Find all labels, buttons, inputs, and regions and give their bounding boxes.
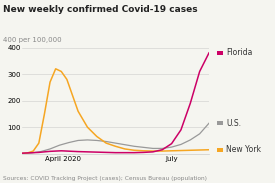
Text: 400 per 100,000: 400 per 100,000 xyxy=(3,37,61,43)
Text: U.S.: U.S. xyxy=(226,119,241,128)
Text: Sources: COVID Tracking Project (cases); Census Bureau (population): Sources: COVID Tracking Project (cases);… xyxy=(3,176,207,181)
Text: New weekly confirmed Covid-19 cases: New weekly confirmed Covid-19 cases xyxy=(3,5,197,14)
Text: New York: New York xyxy=(226,145,261,154)
Text: Florida: Florida xyxy=(226,48,252,57)
